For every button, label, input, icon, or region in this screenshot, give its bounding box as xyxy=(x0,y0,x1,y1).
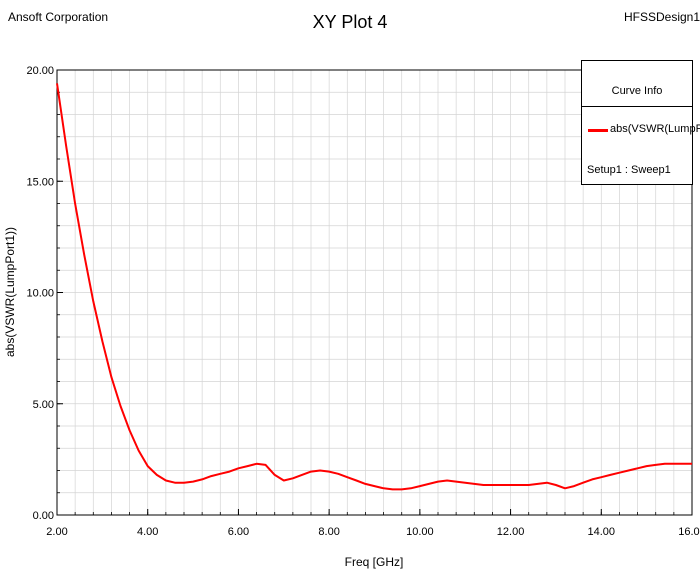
y-tick-label: 5.00 xyxy=(33,399,54,411)
chart-title: XY Plot 4 xyxy=(312,12,388,32)
y-tick-labels: 0.00 5.00 10.00 15.00 20.00 xyxy=(26,65,54,522)
x-tick-label: 16.00 xyxy=(678,526,700,538)
legend-divider xyxy=(582,106,692,107)
design-name-label: HFSSDesign1 xyxy=(623,10,700,24)
x-tick-label: 10.00 xyxy=(406,526,434,538)
y-tick-label: 20.00 xyxy=(26,65,54,77)
company-label: Ansoft Corporation xyxy=(8,10,109,24)
x-tick-label: 2.00 xyxy=(46,526,67,538)
series-line xyxy=(56,83,692,491)
x-tick-label: 14.00 xyxy=(588,526,616,538)
x-tick-labels: 2.00 4.00 6.00 8.00 10.00 12.00 14.00 16.00 xyxy=(46,526,700,538)
x-axis-label: Freq [GHz] xyxy=(345,555,404,569)
x-tick-label: 4.00 xyxy=(137,526,158,538)
y-axis-label: abs(VSWR(LumpPort1)) xyxy=(3,227,17,357)
x-tick-label: 6.00 xyxy=(228,526,249,538)
legend-setup-label: Setup1 : Sweep1 xyxy=(587,164,671,176)
y-tick-label: 0.00 xyxy=(33,510,54,522)
legend-series-label: abs(VSWR(LumpPort1)) xyxy=(610,123,700,135)
legend-title: Curve Info xyxy=(611,85,663,97)
series-layer xyxy=(56,83,692,491)
legend-box[interactable]: Curve Info abs(VSWR(LumpPort1)) Setup1 :… xyxy=(581,60,700,185)
axis-ticks xyxy=(56,69,693,516)
y-tick-label: 10.00 xyxy=(26,288,54,300)
x-tick-label: 12.00 xyxy=(497,526,525,538)
x-tick-label: 8.00 xyxy=(318,526,339,538)
legend-swatch xyxy=(588,129,608,132)
y-tick-label: 15.00 xyxy=(26,176,54,188)
